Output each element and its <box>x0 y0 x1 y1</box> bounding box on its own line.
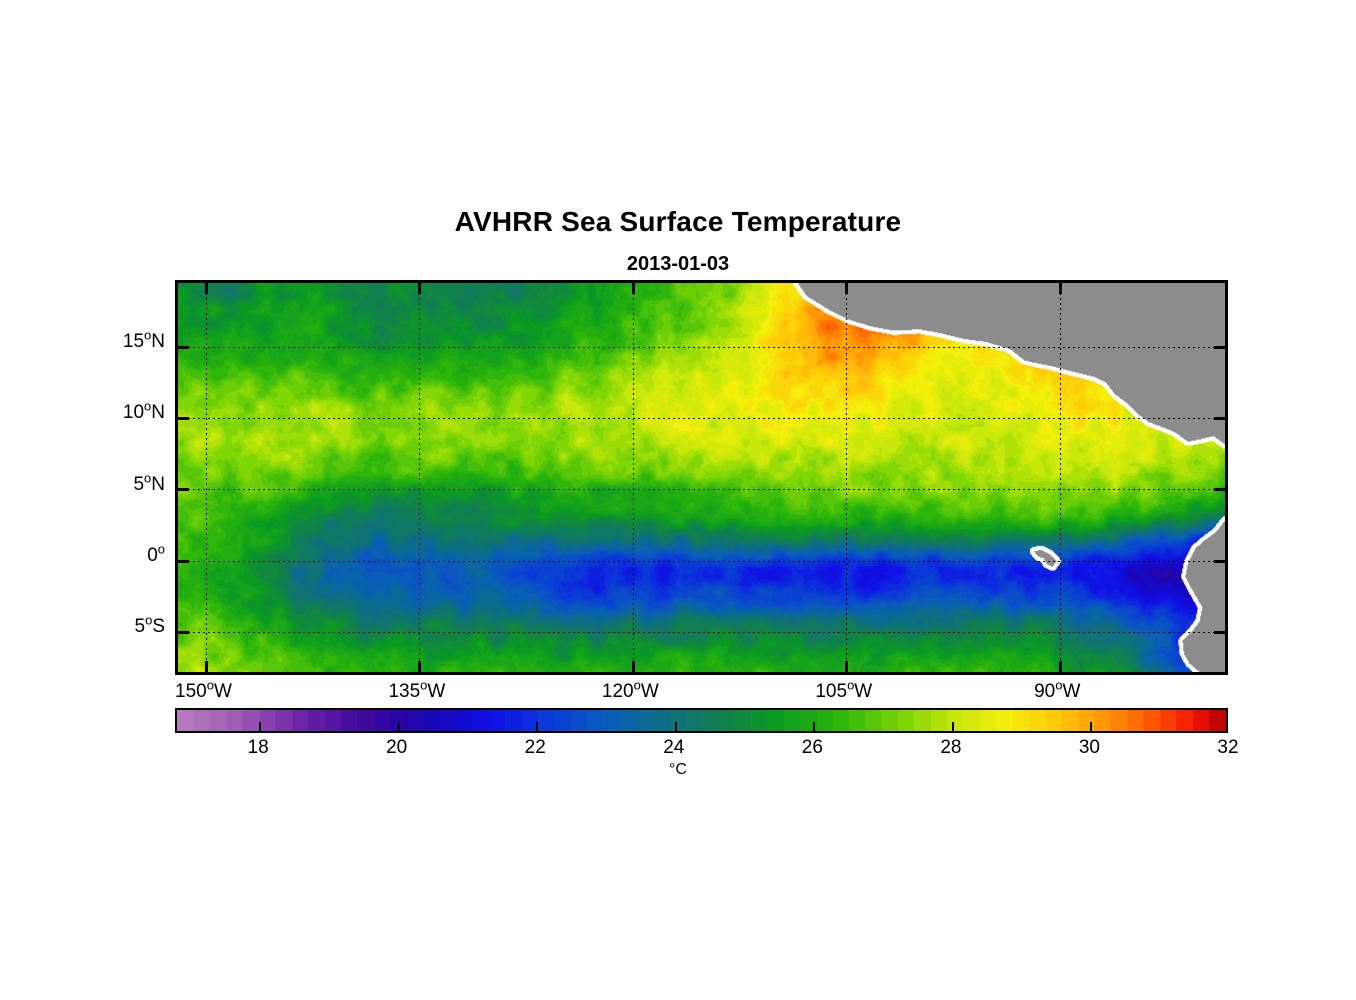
colorbar-label-3: 24 <box>663 737 685 758</box>
y-tick-left <box>178 559 189 563</box>
colorbar <box>175 708 1228 733</box>
y-axis-label-0: 15oN <box>122 327 165 353</box>
x-axis-label-2: 120oW <box>601 677 659 702</box>
gridline-vertical <box>1059 283 1061 672</box>
map-axes <box>175 280 1228 675</box>
y-tick-left <box>178 630 189 634</box>
colorbar-label-7: 32 <box>1217 737 1239 758</box>
colorbar-tick <box>259 722 262 731</box>
x-tick-bottom <box>845 661 849 672</box>
grid-and-ticks <box>178 283 1225 672</box>
y-axis-label-3: 0o <box>147 541 165 567</box>
colorbar-label-2: 22 <box>524 737 546 758</box>
gridline-horizontal <box>178 489 1225 491</box>
x-tick-top <box>845 283 849 294</box>
gridline-vertical <box>419 283 421 672</box>
gridline-vertical <box>632 283 634 672</box>
figure-subtitle: 2013-01-03 <box>626 253 730 275</box>
x-axis-label-1: 135oW <box>388 677 446 702</box>
gridline-horizontal <box>178 346 1225 348</box>
colorbar-tick <box>813 722 816 731</box>
colorbar-unit-label: °C <box>669 761 687 778</box>
x-tick-top <box>204 283 208 294</box>
colorbar-label-6: 30 <box>1078 737 1100 758</box>
gridline-vertical <box>205 283 207 672</box>
y-tick-right <box>1214 559 1225 563</box>
colorbar-tick <box>536 722 539 731</box>
colorbar-tick <box>397 722 400 731</box>
gridline-horizontal <box>178 631 1225 633</box>
gridline-vertical <box>846 283 848 672</box>
colorbar-tick <box>951 722 954 731</box>
x-tick-top <box>418 283 422 294</box>
x-axis-label-3: 105oW <box>815 677 873 702</box>
colorbar-label-4: 26 <box>801 737 823 758</box>
y-axis-label-4: 5oS <box>134 613 166 638</box>
colorbar-label-0: 18 <box>247 737 269 758</box>
y-axis-label-2: 5oN <box>133 470 165 495</box>
gridline-horizontal <box>178 417 1225 419</box>
figure-title: AVHRR Sea Surface Temperature <box>454 206 902 237</box>
x-axis-label-4: 90oW <box>1034 677 1081 702</box>
colorbar-tick <box>674 722 677 731</box>
x-tick-bottom <box>204 661 208 672</box>
gridline-horizontal <box>178 560 1225 562</box>
x-tick-top <box>631 283 635 294</box>
colorbar-tick <box>1090 722 1093 731</box>
y-tick-left <box>178 416 189 420</box>
y-tick-right <box>1214 416 1225 420</box>
colorbar-label-5: 28 <box>940 737 962 758</box>
x-tick-bottom <box>631 661 635 672</box>
y-tick-left <box>178 345 189 349</box>
y-tick-right <box>1214 488 1225 492</box>
y-tick-right <box>1214 630 1225 634</box>
x-axis-label-0: 150oW <box>175 677 232 702</box>
y-tick-left <box>178 488 189 492</box>
x-tick-bottom <box>1058 661 1062 672</box>
y-tick-right <box>1214 345 1225 349</box>
x-tick-bottom <box>418 661 422 672</box>
x-tick-top <box>1058 283 1062 294</box>
y-axis-label-1: 10oN <box>122 399 165 424</box>
colorbar-gradient <box>177 710 1226 731</box>
sst-heatmap-field <box>178 283 1225 672</box>
colorbar-label-1: 20 <box>386 737 408 758</box>
